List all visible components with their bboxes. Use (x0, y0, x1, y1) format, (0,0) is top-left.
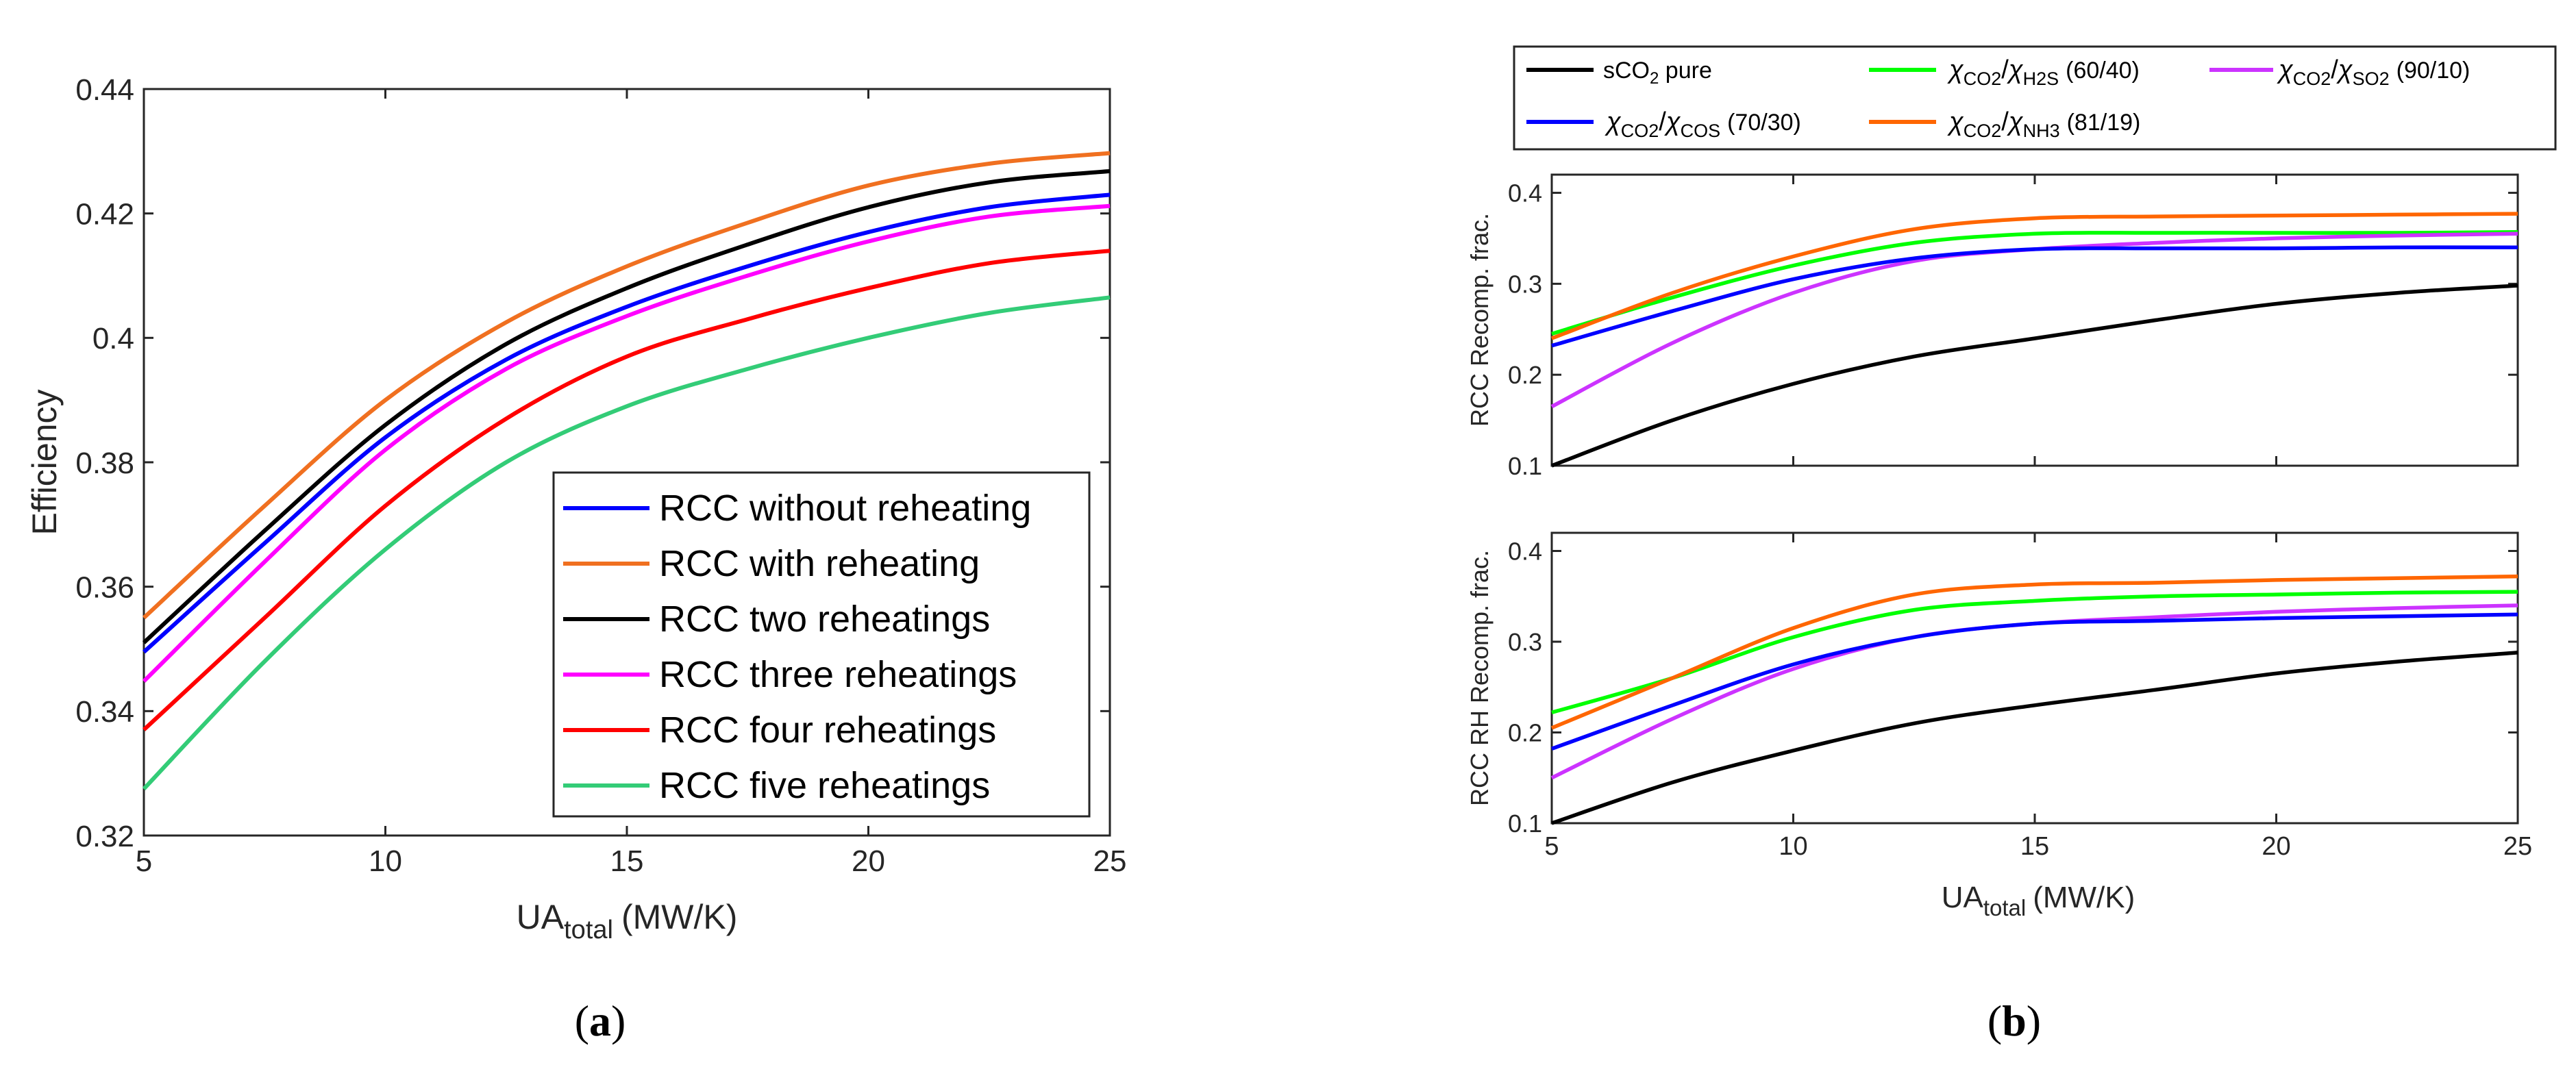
panel-b-top-plot-area (1550, 173, 2519, 467)
series-line-rcc-four-reheatings (142, 249, 1111, 731)
panel-a-legend: RCC without reheating RCC with reheating R… (552, 471, 1091, 818)
series-line-cos (1551, 612, 2518, 751)
panel-b-bottom-lines (1550, 574, 2518, 825)
panel-a-xtick-label: 15 (610, 844, 644, 878)
legend-label-rcc-with-reheating: RCC with reheating (659, 543, 980, 584)
panel-a-ylabel: Efficiency (25, 389, 64, 535)
panel-b-bottom-xtick-label: 5 (1544, 832, 1559, 861)
panel-b-bottom-xtick-label: 15 (2020, 832, 2049, 861)
panel-b-legend: sCO2 pure χCO2/χH2S (60/40) χCO2/χSO2 (90/… (1513, 45, 2557, 151)
series-line-rcc-without-reheating (142, 192, 1111, 654)
panel-b-bottom-subplot: 5 10 15 20 25 0.1 0.2 0.3 0.4 RCC RH Recomp. fra… (1465, 531, 2532, 861)
panel-a-lines (142, 151, 1111, 790)
panel-b-top-subplot: 0.1 0.2 0.3 0.4 RCC Recomp. frac. (1465, 173, 2519, 480)
panel-a-ytick-label: 0.32 (75, 820, 134, 853)
series-line-rcc-two-reheatings (142, 168, 1111, 644)
series-line-rcc-three-reheatings (142, 203, 1111, 683)
legend-item-h2s: χCO2/χH2S (60/40) (1869, 55, 2140, 89)
panel-b-top-ytick-label: 0.2 (1508, 361, 1542, 389)
panel-a-legend-box (552, 471, 1091, 818)
legend-item-so2: χCO2/χSO2 (90/10) (2209, 55, 2470, 89)
panel-b-bottom-xtick-label: 20 (2262, 832, 2290, 861)
panel-b-bottom-ytick-label: 0.2 (1508, 718, 1542, 746)
panel-b-top-ticks: 0.1 0.2 0.3 0.4 (1508, 175, 2519, 480)
panel-a-xlabel: UAtotal (MW/K) (517, 898, 738, 944)
legend-item-nh3: χCO2/χNH3 (81/19) (1869, 108, 2140, 141)
panel-a-xtick-label: 10 (369, 844, 402, 878)
legend-label-rcc-four-reheatings: RCC four reheatings (659, 710, 996, 751)
series-line-cos (1551, 245, 2518, 348)
panel-b-xlabel: UAtotal (MW/K) (1942, 881, 2135, 920)
panel-b-legend-box (1513, 45, 2557, 151)
panel-a-ytick-label: 0.44 (75, 73, 134, 107)
legend-label-nh3: χCO2/χNH3 (81/19) (1947, 108, 2140, 141)
panel-a-caption: (a) (575, 996, 626, 1045)
panel-a-ytick-label: 0.42 (75, 198, 134, 231)
legend-label-rcc-two-reheatings: RCC two reheatings (659, 599, 990, 640)
panel-b-top-ytick-label: 0.4 (1508, 179, 1542, 208)
panel-b-top-ylabel: RCC Recomp. frac. (1465, 213, 1494, 427)
panel-b-bottom-xtick-label: 10 (1779, 832, 1807, 861)
legend-label-h2s: χCO2/χH2S (60/40) (1947, 55, 2140, 89)
panel-b-bottom-ylabel: RCC RH Recomp. frac. (1465, 550, 1494, 806)
legend-label-pure: sCO2 pure (1603, 58, 1712, 88)
series-line-h2s (1551, 590, 2518, 714)
panel-a-xtick-label: 5 (136, 844, 152, 878)
series-line-rcc-with-reheating (142, 151, 1111, 620)
series-line-nh3 (1551, 212, 2518, 340)
panel-b-bottom-plot-area (1550, 531, 2519, 825)
panel-b-bottom-ytick-label: 0.1 (1508, 809, 1542, 838)
series-line-rcc-five-reheatings (142, 295, 1111, 790)
legend-label-rcc-three-reheatings: RCC three reheatings (659, 654, 1017, 695)
panel-b-chart: sCO2 pure χCO2/χH2S (60/40) χCO2/χSO2 (90/… (1465, 45, 2557, 1045)
panel-a-xtick-label: 20 (852, 844, 885, 878)
panel-a-ytick-label: 0.38 (75, 447, 134, 480)
legend-item-cos: χCO2/χCOS (70/30) (1526, 108, 1801, 141)
legend-label-rcc-five-reheatings: RCC five reheatings (659, 765, 990, 806)
panel-b-bottom-ticks: 5 10 15 20 25 0.1 0.2 0.3 0.4 (1508, 533, 2532, 861)
series-line-h2s (1551, 229, 2518, 336)
panel-a-xtick-label: 25 (1093, 844, 1127, 878)
panel-a-ytick-label: 0.4 (92, 322, 134, 355)
panel-a-chart: 5 10 15 20 25 0.32 0.34 0.36 0.38 0.4 0.42 0.44 Eff… (25, 73, 1126, 1045)
panel-a-legend-items: RCC without reheating RCC with reheating R… (563, 488, 1031, 806)
panel-a-ytick-label: 0.36 (75, 571, 134, 605)
series-line-nh3 (1550, 574, 2518, 730)
panel-b-bottom-ytick-label: 0.3 (1508, 628, 1542, 656)
panel-a-ticks: 5 10 15 20 25 0.32 0.34 0.36 0.38 0.4 0.42 0.44 (75, 73, 1126, 878)
legend-label-cos: χCO2/χCOS (70/30) (1605, 108, 1801, 141)
panel-b-caption: (b) (1987, 996, 2041, 1045)
series-line-pure (1551, 284, 2518, 468)
panel-a-ytick-label: 0.34 (75, 695, 134, 729)
series-line-pure (1551, 651, 2518, 825)
panel-b-top-lines (1550, 212, 2518, 468)
panel-b-bottom-ytick-label: 0.4 (1508, 537, 1542, 565)
panel-b-top-ytick-label: 0.1 (1508, 452, 1542, 480)
panel-b-top-ytick-label: 0.3 (1508, 270, 1542, 298)
legend-label-rcc-without-reheating: RCC without reheating (659, 488, 1031, 529)
legend-item-pure: sCO2 pure (1526, 58, 1712, 88)
panel-b-bottom-xtick-label: 25 (2503, 832, 2532, 861)
legend-label-so2: χCO2/χSO2 (90/10) (2277, 55, 2470, 89)
